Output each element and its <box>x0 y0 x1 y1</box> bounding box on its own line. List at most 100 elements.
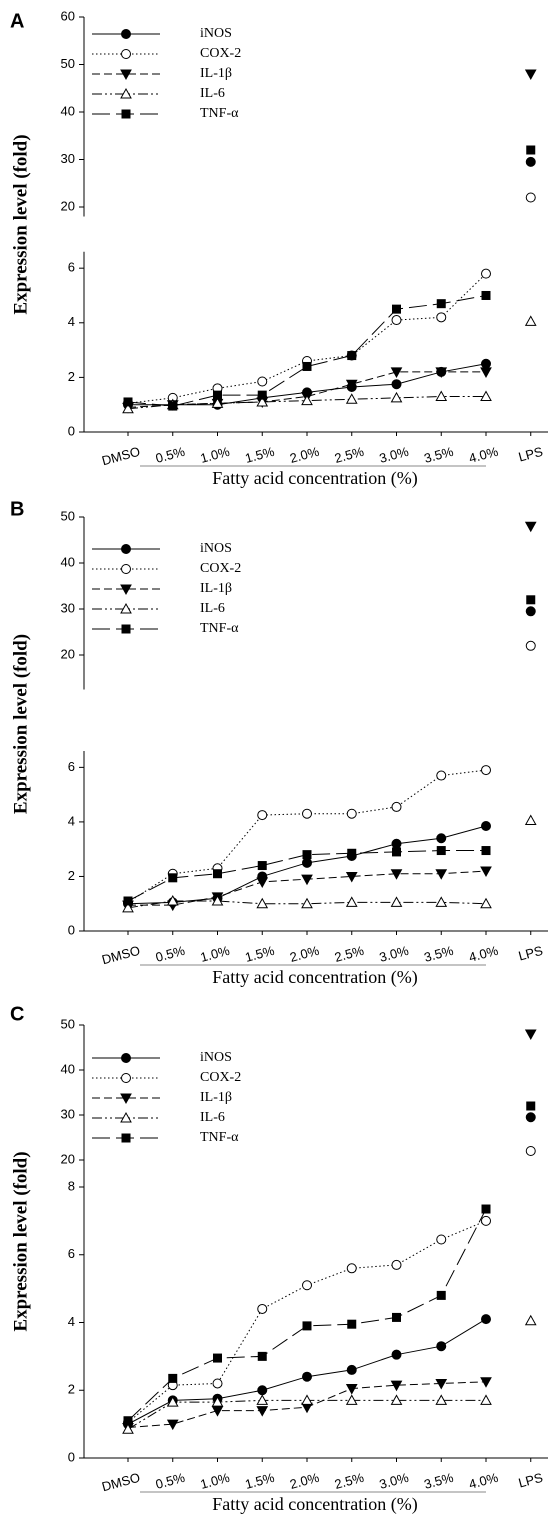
x-tick-label: 0.5% <box>154 444 187 466</box>
marker <box>347 848 357 858</box>
marker <box>302 808 312 819</box>
y-axis-title: Expression level (fold) <box>10 634 31 814</box>
marker <box>391 1259 402 1270</box>
marker <box>301 874 313 886</box>
y-axis-title: Expression level (fold) <box>10 1151 31 1331</box>
marker <box>436 770 447 781</box>
y-tick-label: 40 <box>61 1061 75 1076</box>
marker <box>257 376 268 387</box>
marker <box>525 1146 536 1156</box>
legend-marker <box>121 1133 131 1143</box>
x-tick-label: 2.5% <box>333 1470 366 1492</box>
x-tick-label: 1.0% <box>199 943 232 965</box>
marker <box>391 379 402 390</box>
marker <box>480 866 492 878</box>
x-tick-label: 3.0% <box>378 943 411 965</box>
y-tick-label: 4 <box>68 813 75 828</box>
marker <box>213 390 222 400</box>
marker <box>345 1384 358 1395</box>
y-tick-label: 50 <box>61 508 75 523</box>
marker <box>480 897 492 909</box>
marker <box>257 390 267 400</box>
marker <box>256 1406 269 1417</box>
legend-label: IL-6 <box>200 86 225 101</box>
marker <box>302 361 312 371</box>
marker <box>302 1280 312 1291</box>
legend-label: TNF-α <box>200 106 239 121</box>
marker <box>481 821 491 831</box>
marker <box>524 814 537 826</box>
x-tick-label: 2.0% <box>288 444 321 466</box>
marker <box>481 765 491 776</box>
legend-marker <box>121 49 131 59</box>
legend-label: COX-2 <box>200 561 241 576</box>
legend-marker <box>120 584 132 596</box>
legend-label: IL-6 <box>200 1110 225 1125</box>
panel-label: B <box>10 498 24 520</box>
marker <box>524 1029 537 1041</box>
marker <box>345 871 358 883</box>
marker <box>436 312 447 323</box>
y-tick-label: 20 <box>61 198 75 213</box>
marker <box>525 156 536 167</box>
legend-label: iNOS <box>200 26 232 41</box>
marker <box>211 1406 224 1417</box>
y-tick-label: 40 <box>61 554 75 569</box>
marker <box>211 1396 224 1407</box>
marker <box>212 1378 223 1389</box>
panel: B Expression level (fold) 20 30 40 50 0 2 4 6 DMSO… <box>10 498 548 988</box>
marker <box>302 857 312 868</box>
legend-marker <box>120 87 132 99</box>
legend-marker <box>121 564 131 574</box>
x-tick-label: 4.0% <box>467 444 500 466</box>
marker <box>435 1394 448 1405</box>
y-tick-label: 6 <box>68 759 75 774</box>
x-tick-label: 3.5% <box>422 444 455 466</box>
marker <box>168 1373 178 1383</box>
marker <box>302 850 312 860</box>
marker <box>436 846 446 856</box>
marker <box>301 1394 313 1405</box>
marker <box>391 838 402 849</box>
y-axis-title: Expression level (fold) <box>10 134 31 314</box>
marker <box>301 897 313 909</box>
marker <box>436 833 447 844</box>
legend-label: TNF-α <box>200 1130 239 1145</box>
marker <box>122 402 134 414</box>
marker <box>166 894 179 906</box>
marker <box>257 1351 267 1361</box>
legend-marker <box>120 602 132 614</box>
marker <box>525 640 536 651</box>
marker <box>435 896 448 907</box>
legend-marker <box>121 624 131 634</box>
legend-label: iNOS <box>200 1050 232 1065</box>
marker <box>525 606 536 617</box>
marker <box>257 861 267 871</box>
marker <box>481 846 491 856</box>
legend-label: COX-2 <box>200 1070 241 1085</box>
y-tick-label: 0 <box>68 423 75 438</box>
marker <box>168 873 178 883</box>
marker <box>390 869 403 880</box>
legend-marker <box>121 1053 131 1063</box>
y-tick-label: 6 <box>68 260 75 275</box>
marker <box>525 192 536 203</box>
marker <box>213 1353 222 1363</box>
x-tick-label: 1.5% <box>243 943 276 965</box>
legend-label: IL-1β <box>200 1090 232 1105</box>
y-tick-label: 2 <box>68 369 75 384</box>
x-tick-label: LPS <box>517 943 545 964</box>
y-tick-label: 30 <box>61 151 75 166</box>
y-tick-label: 4 <box>68 1314 75 1329</box>
marker <box>257 1385 268 1396</box>
series-line <box>127 371 486 408</box>
y-tick-label: 0 <box>68 922 75 937</box>
legend-label: COX-2 <box>200 46 241 61</box>
marker <box>345 393 358 404</box>
x-tick-label: 3.5% <box>422 1470 455 1492</box>
marker <box>123 1416 133 1426</box>
x-tick-label: 1.5% <box>243 444 276 466</box>
x-tick-label: DMSO <box>100 943 142 968</box>
y-tick-label: 2 <box>68 868 75 883</box>
marker <box>122 1423 134 1434</box>
